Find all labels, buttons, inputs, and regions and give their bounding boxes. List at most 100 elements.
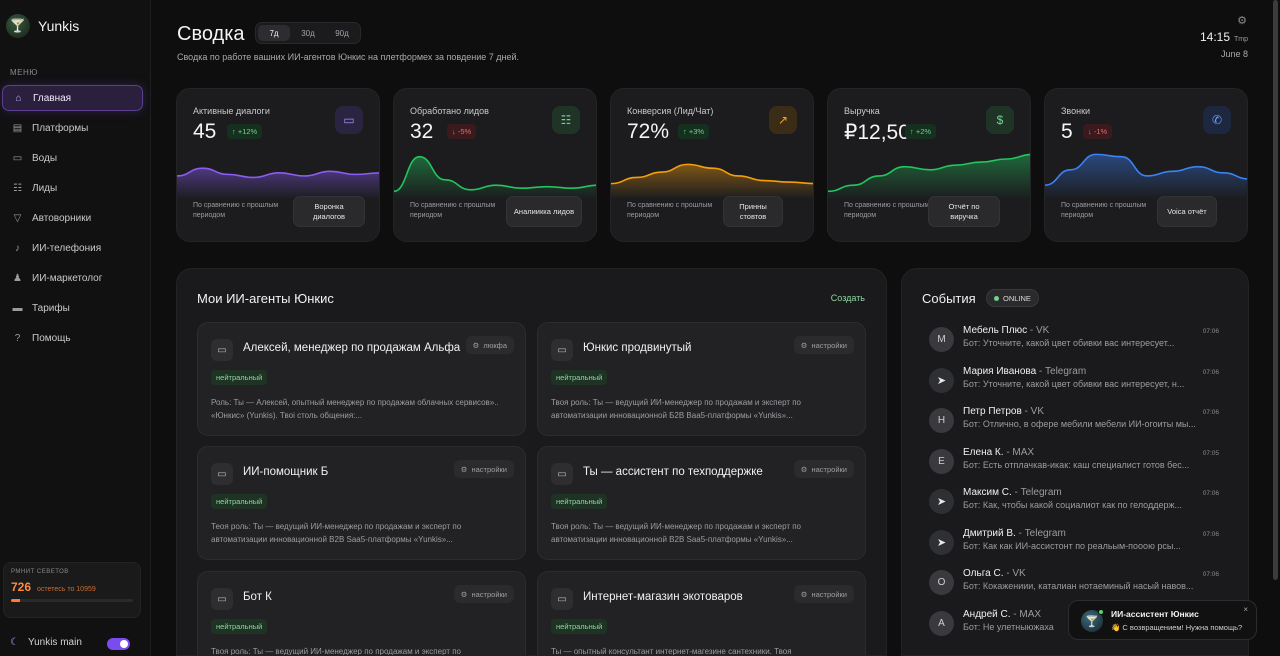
sidebar-item-home[interactable]: ⌂ Главная: [2, 85, 143, 111]
limit-value: 726: [11, 580, 32, 594]
assistant-avatar-icon: 🍸: [1081, 610, 1103, 632]
agent-settings-label: настройки: [811, 340, 847, 350]
sidebar-item-mic[interactable]: ♪ ИИ-телефония: [2, 235, 143, 261]
sidebar-item-store[interactable]: ▤ Платформы: [2, 115, 143, 141]
sidebar-item-funnel[interactable]: ▽ Автоворники: [2, 205, 143, 231]
sparkline-line: [828, 153, 1030, 193]
clock-temp: Tmp: [1234, 36, 1248, 43]
agent-card[interactable]: ▭ Алексей, менеджер по продажам Альфа ⚙ люк…: [197, 322, 526, 436]
agent-tone-badge: нейтральный: [551, 619, 608, 634]
close-icon[interactable]: ×: [1243, 605, 1248, 614]
tab-range[interactable]: 30д: [301, 28, 315, 38]
agent-settings-button[interactable]: ⚙ настройки: [793, 585, 854, 603]
limit-title: РМНИТ СЕВЕТОВ: [11, 569, 69, 575]
agent-tone-badge: нейтральный: [211, 494, 268, 509]
trending-up-icon[interactable]: ↗: [769, 106, 797, 134]
sidebar-item-person[interactable]: ♟ ИИ-маркетолог: [2, 265, 143, 291]
agent-settings-button[interactable]: ⚙ настройки: [453, 585, 514, 603]
event-item[interactable]: A Андрей С. - MAX Бот: Не улетныюжаха: [929, 608, 1219, 640]
agent-card[interactable]: ▭ Интернет-магазин экотоваров ⚙ настройки не…: [537, 571, 866, 655]
agent-settings-button[interactable]: ⚙ настройки: [793, 460, 854, 478]
kpi-report-button[interactable]: Воронка диалогов: [293, 196, 365, 227]
event-contact: Мария Иванова - Telegram: [963, 366, 1086, 377]
monitor-icon: ▭: [551, 463, 573, 485]
assistant-message: 👋 С возвращением! Нужна помощь?: [1111, 623, 1243, 632]
event-message: Бот: Есть отплачкав-икак: каш специалист…: [963, 459, 1190, 470]
event-item[interactable]: О Ольга С. - VK Бот: Кокажениии, каталиан …: [929, 567, 1219, 599]
assistant-toast[interactable]: 🍸 ИИ-ассистент Юнкис 👋 С возвращением! Н…: [1068, 600, 1257, 640]
range-tabs: 7д 30д 90д: [255, 22, 361, 44]
monitor-icon: ▭: [211, 339, 233, 361]
event-item[interactable]: ➤ Мария Иванова - Telegram Бот: Уточните, …: [929, 365, 1219, 397]
event-message: Бот: Как как ИИ-ассистонт по реальым-поо…: [963, 540, 1181, 551]
tab-range[interactable]: 90д: [335, 28, 349, 38]
event-contact-name: Петр Петров: [963, 406, 1022, 417]
create-agent-button[interactable]: Создать: [830, 293, 865, 303]
sidebar-item-help[interactable]: ? Помощь: [2, 325, 143, 351]
gear-icon: ⚙: [800, 464, 808, 474]
sidebar-item-users[interactable]: ☷ Лиды: [2, 175, 143, 201]
users-icon[interactable]: ☷: [552, 106, 580, 134]
event-item[interactable]: Н Петр Петров - VK Бот: Отлично, в офере м…: [929, 405, 1219, 437]
sidebar-item-card[interactable]: ▬ Тарифы: [2, 295, 143, 321]
event-time: 07:06: [1202, 328, 1219, 335]
kpi-delta-badge: ↓ -1%: [1083, 124, 1113, 139]
event-item[interactable]: ➤ Дмитрий В. - Telegram Бот: Как как ИИ-ас…: [929, 527, 1219, 559]
sidebar-item-label: Помощь: [32, 332, 71, 344]
assistant-online-dot: [1098, 609, 1104, 615]
theme-toggle[interactable]: [107, 638, 130, 650]
agent-settings-button[interactable]: ⚙ настройки: [793, 336, 854, 354]
page-scrollbar[interactable]: [1273, 0, 1278, 580]
sidebar-item-label: Тарифы: [32, 302, 70, 314]
event-time: 07:05: [1202, 449, 1219, 457]
kpi-sparkline: [394, 155, 596, 199]
agent-card[interactable]: ▭ ИИ-помощник Б ⚙ настройки нейтральный Теоя …: [197, 446, 526, 560]
agent-settings-button[interactable]: ⚙ люкфа: [465, 336, 514, 354]
help-icon: ?: [14, 332, 21, 344]
clock-date: June 8: [1220, 49, 1248, 59]
clock-time: 14:15: [1199, 30, 1230, 44]
kpi-report-button[interactable]: Принны стовтов: [723, 196, 783, 227]
agent-settings-button[interactable]: ⚙ настройки: [453, 460, 514, 478]
monitor-icon[interactable]: ▭: [335, 106, 363, 134]
kpi-report-button[interactable]: Отчёт по виручка: [928, 196, 1000, 227]
event-time: 07:06: [1202, 530, 1219, 538]
event-contact-name: Мария Иванова: [963, 365, 1037, 377]
event-item[interactable]: E Елена К. - MAX Бот: Есть отплачкав-икак:…: [929, 446, 1219, 478]
agents-title: Мои ИИ-агенты Юнкис: [197, 291, 334, 306]
event-platform: - Telegram: [1015, 527, 1066, 539]
tab-range[interactable]: 7д: [258, 25, 290, 41]
event-item[interactable]: ➤ Максим С. - Telegram Бот: Как, чтобы как…: [929, 486, 1219, 518]
gear-icon[interactable]: ⚙: [1237, 15, 1247, 27]
phone-icon[interactable]: ✆: [1203, 106, 1231, 134]
event-contact: Дмитрий В. - Telegram: [963, 528, 1066, 539]
avatar: О: [929, 570, 954, 595]
kpi-sparkline: [611, 163, 813, 199]
agent-card[interactable]: ▭ Ты — ассистент по техподдержке ⚙ настройк…: [537, 446, 866, 560]
brand[interactable]: 🍸 Yunkis: [6, 14, 79, 38]
agent-tone-badge: нейтральный: [551, 494, 608, 509]
sparkline-area: [394, 156, 596, 199]
sidebar-item-label: Воды: [32, 152, 58, 164]
agent-card[interactable]: ▭ Бот К ⚙ настройки нейтральный Твоя роль: Ты…: [197, 571, 526, 655]
event-contact: Петр Петров - VK: [963, 406, 1044, 417]
kpi-report-button[interactable]: Voica отчёт: [1157, 196, 1217, 227]
dollar-icon[interactable]: $: [986, 106, 1014, 134]
sidebar-item-monitor[interactable]: ▭ Воды: [2, 145, 143, 171]
kpi-compare-text: По сравнению с прошлым периодом: [410, 202, 496, 219]
kpi-compare-text: По сравнению с прошлым периодом: [193, 202, 279, 219]
event-item[interactable]: M Мебель Плюс - VK Бот: Уточните, какой цв…: [929, 324, 1219, 356]
page-title: Сводка: [177, 23, 245, 45]
event-contact: Андрей С. - MAX: [963, 609, 1041, 620]
event-time: 07:06: [1202, 409, 1219, 416]
sidebar-item-label: Лиды: [32, 182, 58, 194]
agent-card[interactable]: ▭ Юнкис продвинутый ⚙ настройки нейтральный Т…: [537, 322, 866, 436]
agent-tone-badge: нейтральный: [211, 370, 268, 385]
menu-title: МЕНЮ: [10, 68, 38, 77]
kpi-delta-badge: ↑ +3%: [678, 124, 710, 139]
kpi-report-button[interactable]: Аналиикка лидов: [506, 196, 582, 227]
event-contact: Ольга С. - VK: [963, 568, 1026, 579]
workspace-switcher[interactable]: ☾ Yunkis main: [10, 637, 82, 648]
event-contact: Максим С. - Telegram: [963, 487, 1062, 498]
